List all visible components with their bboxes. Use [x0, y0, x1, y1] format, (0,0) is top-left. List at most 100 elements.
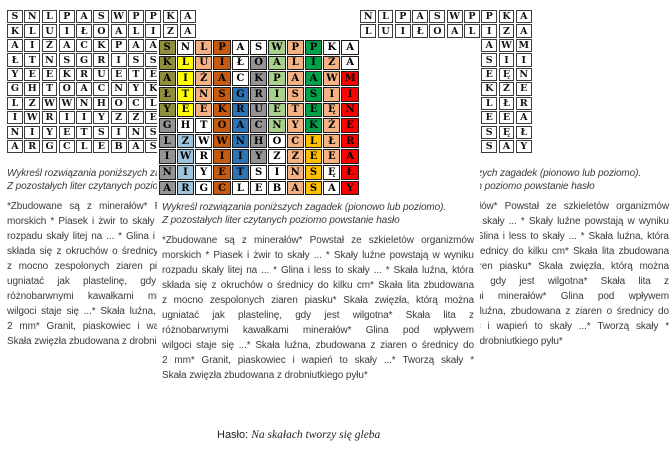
- grid-cell: K: [158, 55, 176, 71]
- grid-cell: P: [127, 10, 144, 24]
- grid-cell: L: [41, 10, 58, 24]
- grid-cell: R: [93, 53, 110, 67]
- grid-cell: W: [268, 40, 286, 55]
- grid-cell: A: [179, 10, 196, 24]
- grid-cell: R: [249, 86, 268, 102]
- grid-cell: I: [213, 149, 231, 165]
- grid-cell: A: [76, 10, 93, 24]
- grid-cell: E: [249, 180, 268, 196]
- grid-cell: L: [481, 96, 498, 110]
- grid-cell: A: [213, 71, 231, 86]
- grid-cell: A: [158, 180, 176, 196]
- grid-cell: S: [249, 165, 268, 180]
- grid-cell: I: [268, 86, 286, 102]
- grid-cell: S: [93, 125, 110, 139]
- grid-cell: E: [195, 102, 213, 118]
- grid-cell: I: [341, 86, 359, 102]
- grid-cell: C: [127, 96, 144, 110]
- grid-cell: E: [213, 165, 231, 180]
- grid-cell: S: [481, 125, 498, 139]
- haslo-line: Hasło: Na skałach tworzy się gleba: [217, 429, 380, 441]
- grid-cell: L: [286, 55, 304, 71]
- grid-cell: Z: [110, 111, 127, 125]
- grid-cell: N: [268, 118, 286, 133]
- grid-cell: A: [231, 118, 249, 133]
- grid-cell: U: [195, 55, 213, 71]
- grid-cell: Y: [158, 102, 176, 118]
- caption-line: Z pozostałych liter czytanych poziomo po…: [7, 181, 245, 192]
- grid-cell: Ż: [323, 118, 341, 133]
- grid-cell: L: [463, 24, 480, 38]
- grid-cell: G: [195, 180, 213, 196]
- grid-cell: E: [341, 118, 359, 133]
- grid-cell: K: [323, 40, 341, 55]
- grid-cell: I: [7, 111, 23, 125]
- grid-cell: Ę: [323, 102, 341, 118]
- grid-cell: A: [498, 140, 515, 154]
- grid-cell: P: [463, 10, 480, 24]
- grid-cell: S: [158, 40, 176, 55]
- grid-cell: T: [76, 125, 93, 139]
- grid-cell: I: [498, 53, 515, 67]
- grid-cell: A: [231, 40, 249, 55]
- caption-center: Wykreśl rozwiązania poniższych zagadek (…: [162, 201, 474, 227]
- grid-cell: P: [213, 40, 231, 55]
- grid-cell: Y: [195, 165, 213, 180]
- grid-cell: S: [304, 86, 323, 102]
- grid-cell: E: [58, 125, 75, 139]
- grid-cell: E: [110, 67, 127, 82]
- grid-cell: M: [515, 38, 532, 53]
- grid-cell: C: [286, 133, 304, 149]
- grid-cell: A: [412, 10, 429, 24]
- grid-cell: Ł: [341, 165, 359, 180]
- grid-cell: I: [304, 55, 323, 71]
- grid-cell: L: [76, 140, 93, 154]
- grid-cell: K: [58, 67, 75, 82]
- grid-cell: S: [304, 165, 323, 180]
- grid-cell: A: [179, 24, 196, 38]
- grid-cell: I: [58, 24, 75, 38]
- grid-cell: A: [7, 38, 23, 53]
- grid-cell: A: [515, 10, 532, 24]
- grid-cell: L: [24, 24, 41, 38]
- grid-cell: R: [176, 180, 195, 196]
- grid-cell: I: [110, 125, 127, 139]
- grid-cell: N: [7, 125, 23, 139]
- grid-cell: C: [58, 140, 75, 154]
- grid-cell: M: [341, 71, 359, 86]
- grid-cell: Z: [162, 24, 179, 38]
- grid-cell: I: [515, 53, 532, 67]
- grid-cell: A: [515, 111, 532, 125]
- grid-cell: Z: [498, 24, 515, 38]
- grid-cell: L: [360, 24, 377, 38]
- grid-cell: I: [76, 111, 93, 125]
- grid-cell: A: [341, 149, 359, 165]
- grid-cell: E: [268, 102, 286, 118]
- grid-cell: K: [249, 71, 268, 86]
- grid-cell: O: [213, 118, 231, 133]
- grid-cell: S: [481, 53, 498, 67]
- grid-cell: Ł: [76, 24, 93, 38]
- grid-cell: A: [323, 180, 341, 196]
- grid-cell: Ł: [515, 125, 532, 139]
- grid-cell: P: [110, 38, 127, 53]
- grid-cell: U: [93, 67, 110, 82]
- grid-cell: T: [231, 165, 249, 180]
- grid-cell: P: [304, 40, 323, 55]
- grid-cell: W: [195, 133, 213, 149]
- grid-cell: A: [158, 71, 176, 86]
- grid-cell: L: [304, 133, 323, 149]
- grid-cell: E: [304, 102, 323, 118]
- grid-cell: E: [481, 111, 498, 125]
- grid-cell: Z: [176, 133, 195, 149]
- grid-cell: Ż: [498, 82, 515, 96]
- grid-cell: L: [158, 133, 176, 149]
- grid-cell: N: [24, 10, 41, 24]
- grid-cell: C: [213, 180, 231, 196]
